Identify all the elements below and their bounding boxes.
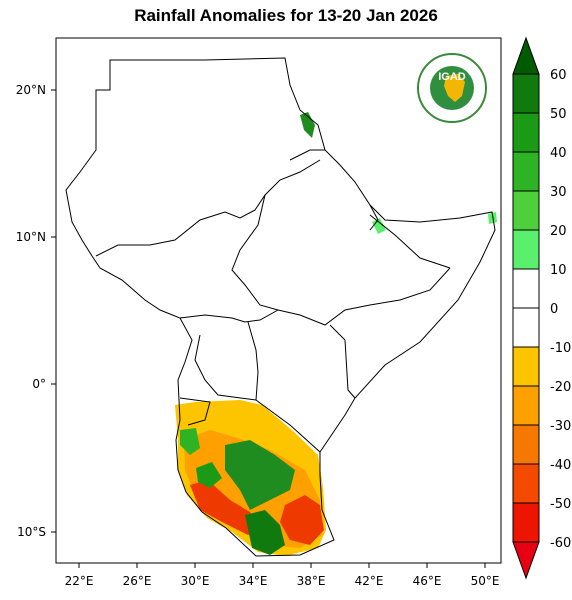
border-ethiopia-east	[369, 214, 451, 269]
country-borders	[65, 57, 496, 557]
border-somalia	[344, 339, 356, 399]
colorbar-bin	[512, 112, 540, 153]
border-uganda	[194, 334, 257, 401]
colorbar-label: 50	[550, 107, 567, 122]
colorbar-label: 20	[550, 224, 567, 239]
wet-anomaly-west	[180, 428, 200, 455]
wet-anomaly-sw	[196, 462, 222, 488]
colorbar-label: -10	[550, 341, 571, 356]
colorbar-bin	[512, 73, 540, 114]
border-sudan-south	[95, 159, 321, 257]
lat-tick-label: 10°N	[16, 230, 46, 244]
colorbar-bin	[512, 268, 540, 309]
anomaly-shading	[175, 112, 497, 556]
colorbar-bin	[512, 424, 540, 465]
border-eritrea	[289, 149, 325, 161]
wet-anomaly-djibouti	[372, 218, 386, 234]
colorbar-bin	[512, 463, 540, 504]
colorbar-bin	[512, 190, 540, 231]
colorbar-bottom-arrow	[512, 541, 540, 580]
colorbar-label: -60	[550, 536, 571, 551]
lon-ticks	[78, 563, 486, 568]
lon-tick-label: 42°E	[355, 574, 384, 588]
dry-anomaly-strong	[190, 480, 262, 535]
lon-tick-label: 30°E	[181, 574, 210, 588]
wet-anomaly-south	[245, 510, 285, 555]
lat-tick-label: 10°S	[17, 525, 46, 539]
border-uganda-kenya	[247, 321, 321, 453]
igad-logo: IGAD	[417, 53, 487, 123]
colorbar-label: -20	[550, 380, 571, 395]
border-djibouti	[369, 204, 379, 231]
colorbar-bin	[512, 229, 540, 270]
wet-anomaly-center	[225, 440, 295, 510]
colorbar-bin	[512, 502, 540, 543]
colorbar-bin	[512, 307, 540, 348]
border-ethiopia-south	[277, 267, 451, 326]
colorbar-label: 10	[550, 263, 567, 278]
lon-tick-label: 22°E	[65, 574, 94, 588]
logo-text: IGAD	[438, 71, 466, 83]
colorbar-label: -50	[550, 497, 571, 512]
lat-tick-label: 0°	[32, 377, 46, 391]
colorbar-label: 40	[550, 146, 567, 161]
border-ethiopia-west	[231, 194, 279, 311]
lat-tick-labels: 20°N 10°N 0° 10°S	[16, 83, 46, 539]
border-south-sudan	[179, 309, 279, 323]
lon-tick-label: 46°E	[413, 574, 442, 588]
lat-ticks	[51, 89, 56, 533]
wet-anomaly-red-sea	[300, 112, 315, 138]
colorbar-label: -40	[550, 458, 571, 473]
lat-tick-label: 20°N	[16, 83, 46, 97]
colorbar-label: -30	[550, 419, 571, 434]
colorbar-label: 60	[550, 68, 567, 83]
colorbar-labels: 60 50 40 30 20 10 0 -10 -20 -30 -40 -50 …	[550, 68, 571, 551]
colorbar-bin	[512, 385, 540, 426]
lon-tick-label: 26°E	[123, 574, 152, 588]
border-rwanda-burundi	[179, 397, 211, 426]
lon-tick-label: 50°E	[471, 574, 500, 588]
colorbar-top-arrow	[512, 36, 540, 75]
colorbar	[512, 36, 540, 580]
colorbar-label: 30	[550, 185, 567, 200]
lon-tick-label: 38°E	[297, 574, 326, 588]
colorbar-bin	[512, 346, 540, 387]
lon-tick-label: 34°E	[239, 574, 268, 588]
lon-tick-labels: 22°E 26°E 30°E 34°E 38°E 42°E 46°E 50°E	[65, 574, 500, 588]
border-kenya-somalia	[329, 324, 346, 341]
colorbar-label: 0	[550, 302, 558, 317]
map-title: Rainfall Anomalies for 13-20 Jan 2026	[134, 6, 438, 25]
region-outline	[65, 57, 496, 557]
logo-map-shape	[444, 74, 465, 102]
dry-anomaly-strong-east	[280, 495, 324, 545]
colorbar-bin	[512, 151, 540, 192]
